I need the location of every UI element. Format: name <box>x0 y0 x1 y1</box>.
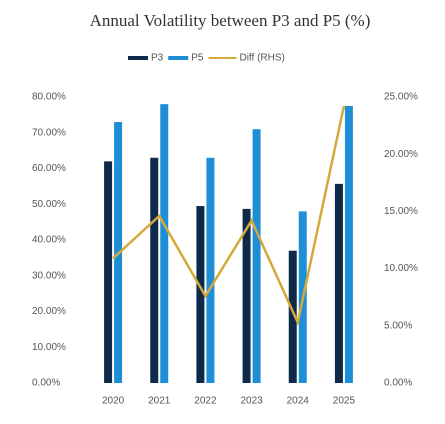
bar <box>206 157 215 383</box>
y2-tick-label: 25.00% <box>384 92 418 103</box>
y-tick-label: 60.00% <box>32 163 66 174</box>
bar <box>242 208 251 383</box>
y-tick-label: 50.00% <box>32 199 66 210</box>
x-tick-label: 2022 <box>194 396 217 407</box>
bar <box>334 183 343 383</box>
y2-tick-label: 20.00% <box>384 149 418 160</box>
x-tick-label: 2020 <box>102 396 125 407</box>
legend-label: Diff (RHS) <box>239 53 284 64</box>
legend-swatch <box>168 56 189 60</box>
bar <box>344 105 353 383</box>
y2-tick-label: 5.00% <box>384 320 412 331</box>
x-tick-label: 2021 <box>148 396 171 407</box>
y-tick-label: 80.00% <box>32 92 66 103</box>
legend-swatch <box>128 56 148 60</box>
y2-tick-label: 10.00% <box>384 263 418 274</box>
y-tick-label: 20.00% <box>32 306 66 317</box>
y-tick-label: 70.00% <box>32 127 66 138</box>
line <box>112 105 346 327</box>
x-tick-label: 2025 <box>333 396 356 407</box>
x-tick-label: 2023 <box>240 396 263 407</box>
y-tick-label: 40.00% <box>32 235 66 246</box>
y-tick-label: 30.00% <box>32 270 66 281</box>
legend-label: P5 <box>191 53 204 64</box>
bar <box>150 157 159 383</box>
y2-tick-label: 15.00% <box>384 206 418 217</box>
bar <box>160 104 169 384</box>
x-tick-label: 2024 <box>287 396 310 407</box>
y-tick-label: 0.00% <box>32 378 60 389</box>
bar <box>104 161 113 383</box>
legend-label: P3 <box>151 53 164 64</box>
bar <box>196 206 205 383</box>
bar <box>288 250 297 383</box>
y-tick-label: 10.00% <box>32 342 66 353</box>
y2-tick-label: 0.00% <box>384 378 412 389</box>
chart-title: Annual Volatility between P3 and P5 (%) <box>90 11 371 30</box>
bar <box>252 129 261 383</box>
